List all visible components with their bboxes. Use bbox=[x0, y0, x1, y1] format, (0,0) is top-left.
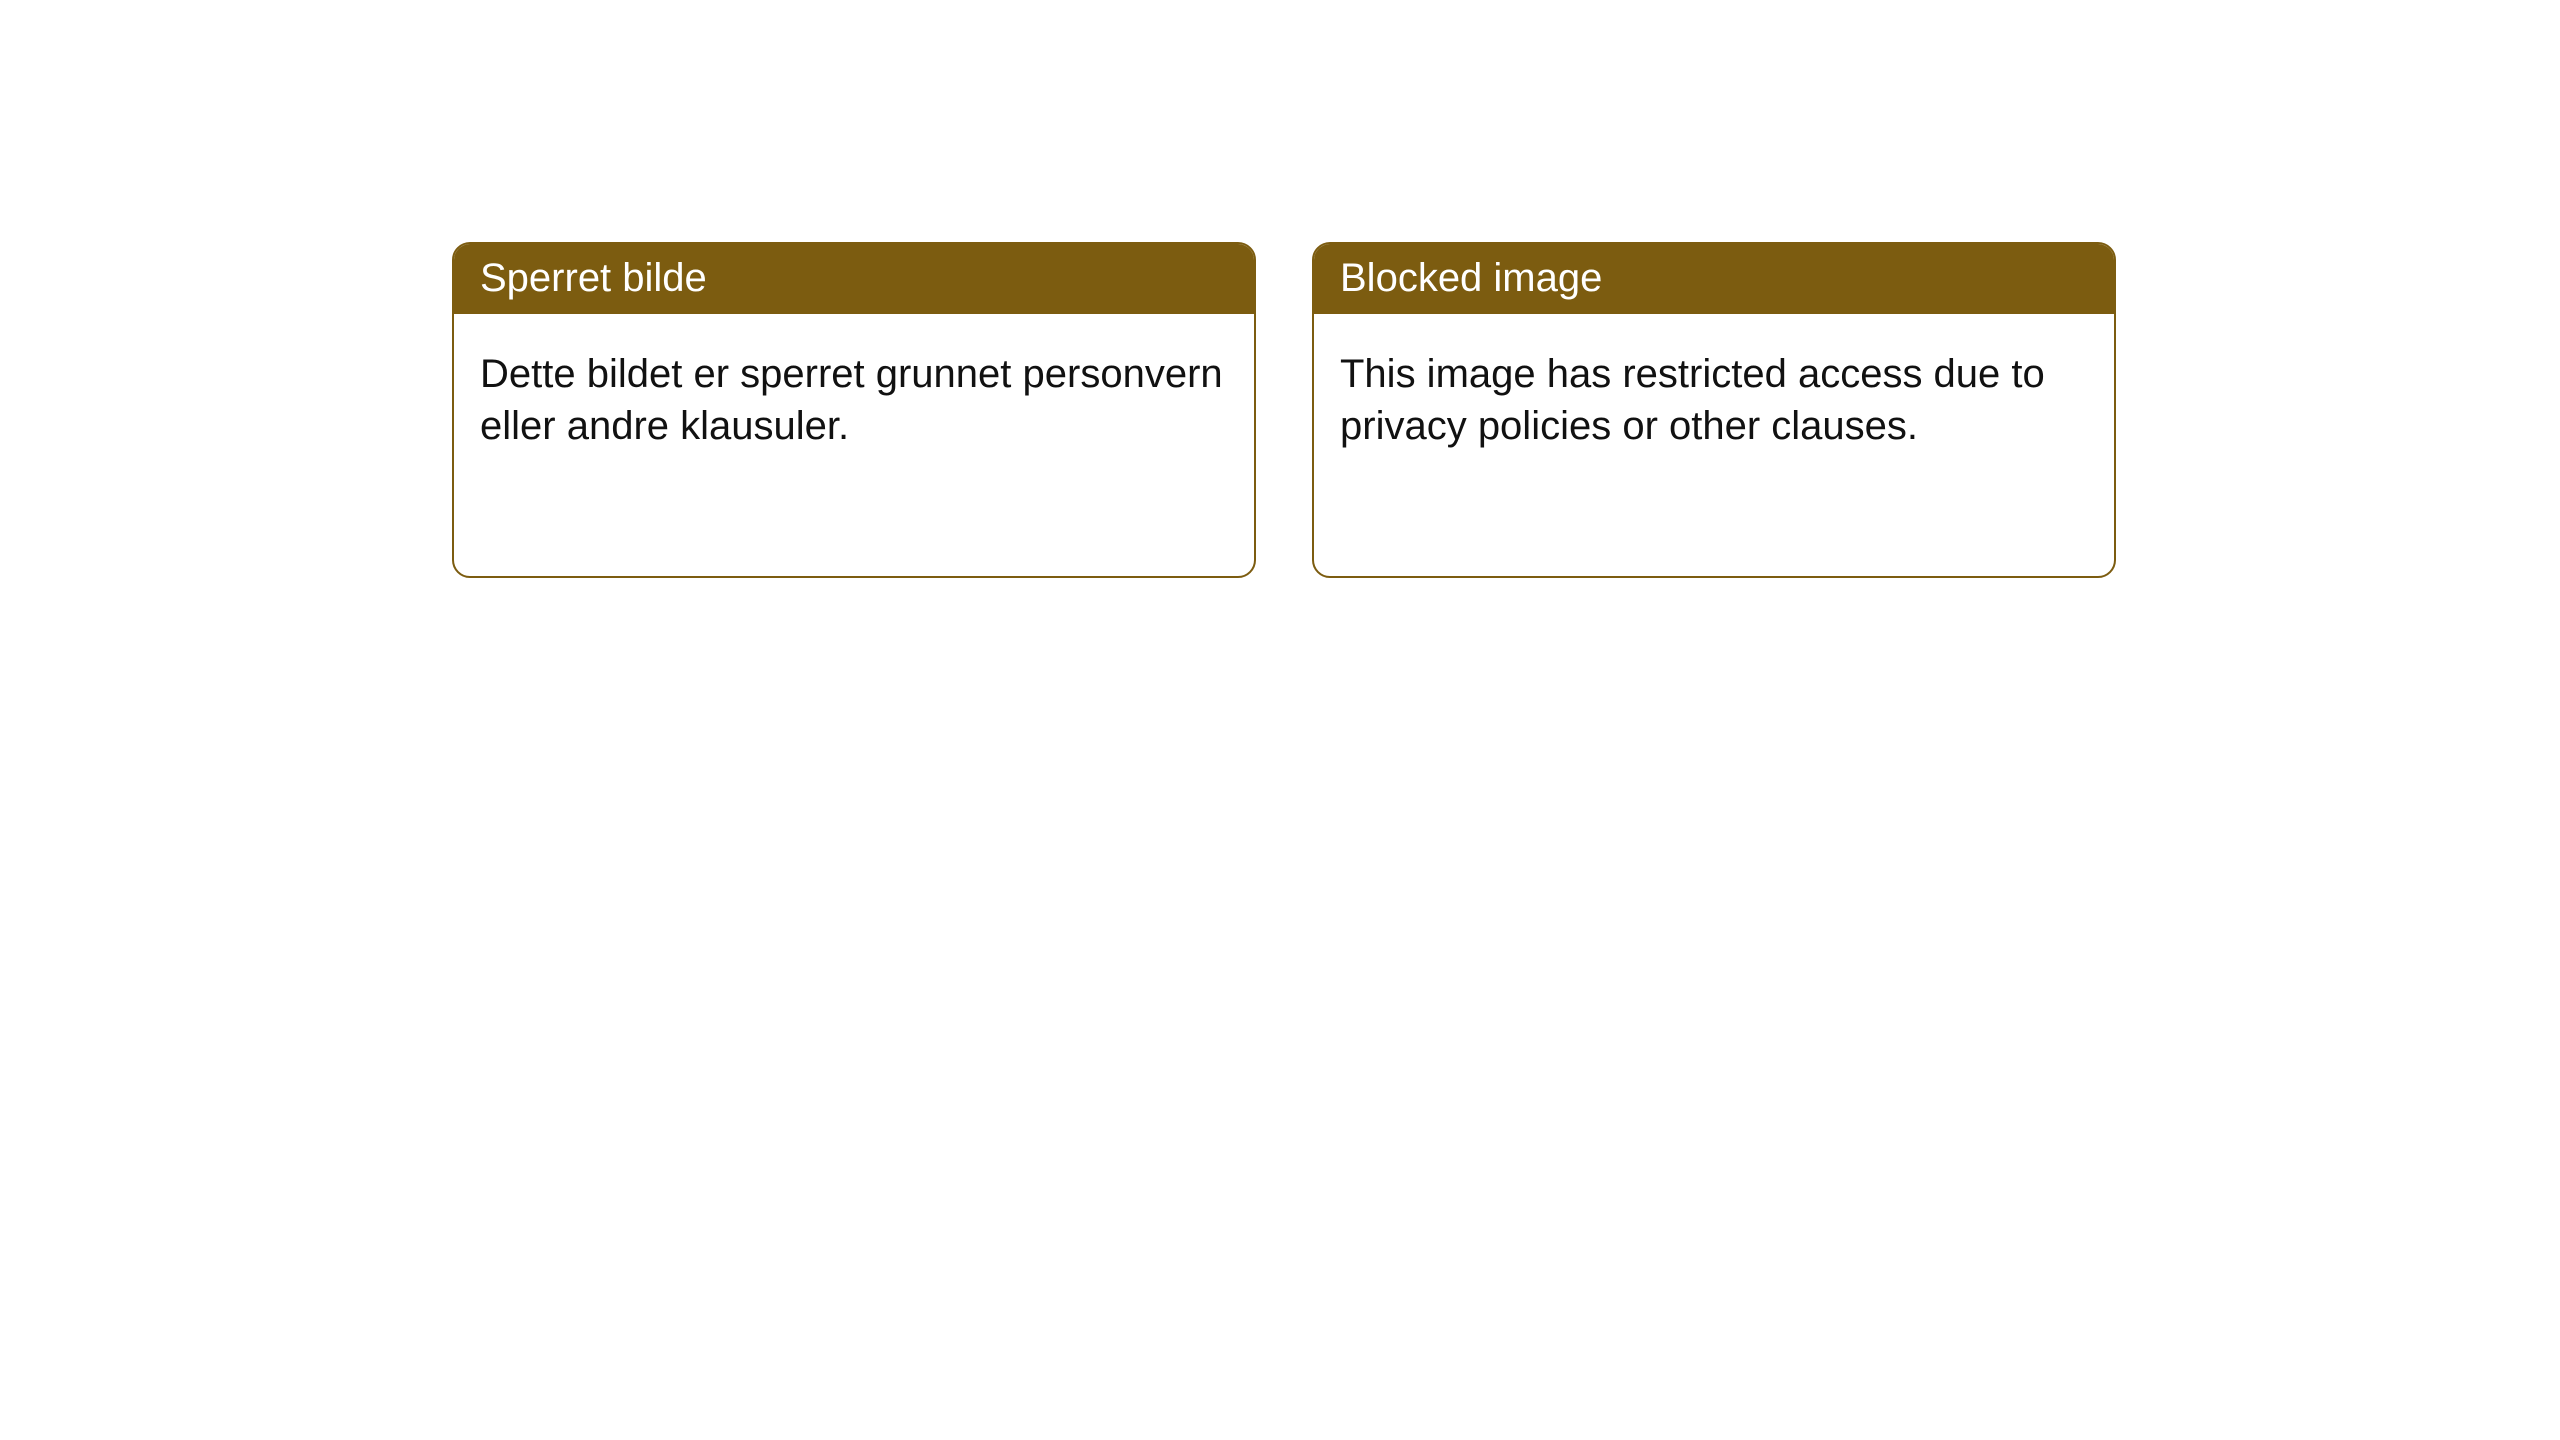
notice-card-norwegian: Sperret bilde Dette bildet er sperret gr… bbox=[452, 242, 1256, 578]
notice-card-title: Sperret bilde bbox=[454, 244, 1254, 314]
notice-card-english: Blocked image This image has restricted … bbox=[1312, 242, 2116, 578]
notice-card-body: This image has restricted access due to … bbox=[1314, 314, 2114, 486]
notice-card-title: Blocked image bbox=[1314, 244, 2114, 314]
notice-container: Sperret bilde Dette bildet er sperret gr… bbox=[0, 0, 2560, 578]
notice-card-body: Dette bildet er sperret grunnet personve… bbox=[454, 314, 1254, 486]
